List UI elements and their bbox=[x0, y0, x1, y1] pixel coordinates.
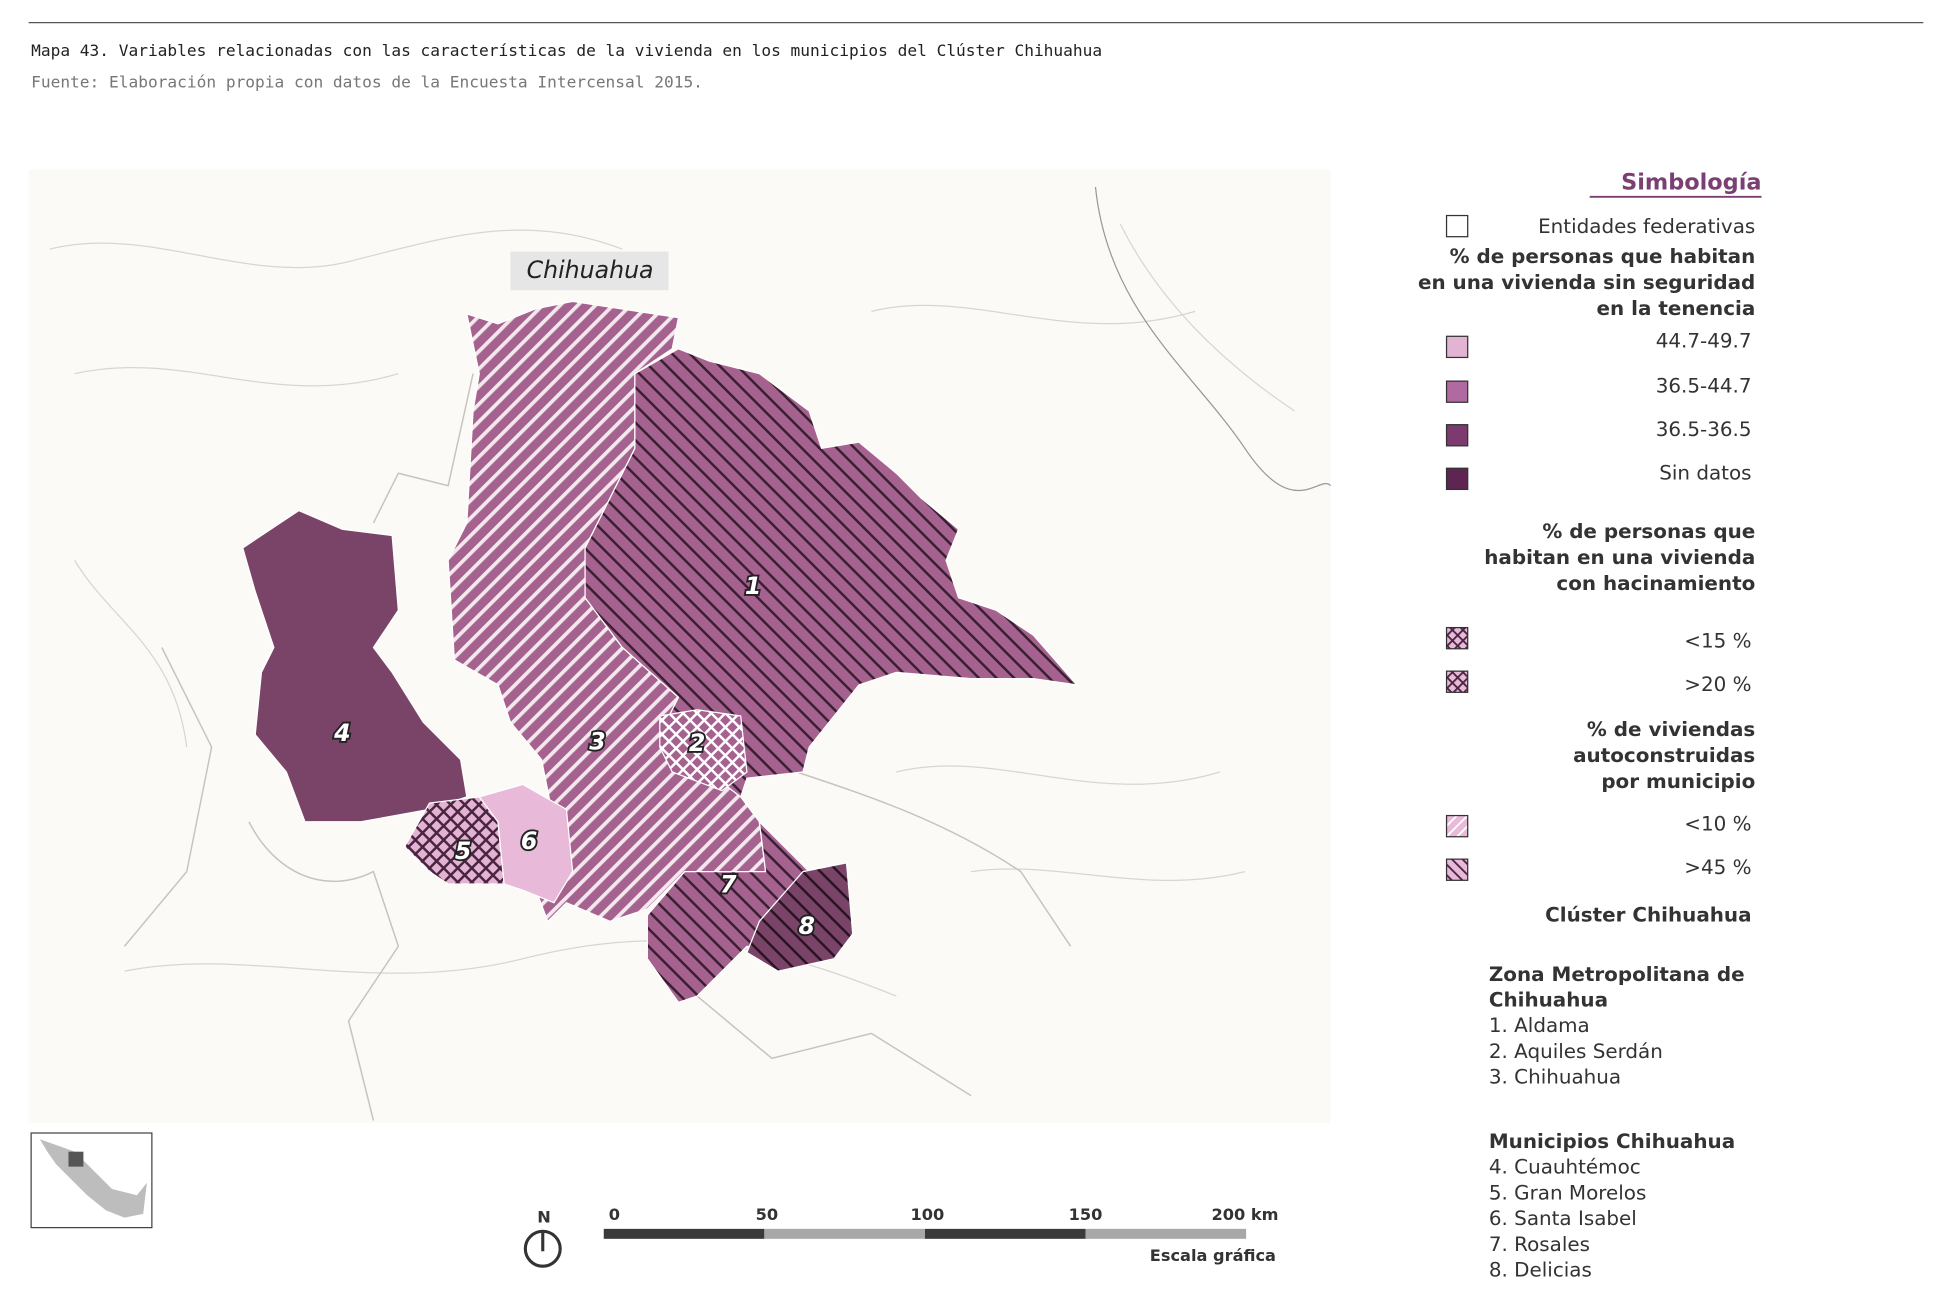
scale-tick-label: 150 bbox=[1069, 1205, 1103, 1224]
north-label: N bbox=[537, 1208, 551, 1227]
group-title: Chihuahua bbox=[1489, 989, 1608, 1012]
municipio-1 bbox=[584, 348, 1079, 798]
scale-caption: Escala gráfica bbox=[1150, 1246, 1276, 1265]
legend-entry: >45 % bbox=[1684, 856, 1751, 879]
legend-heading: en una vivienda sin seguridad bbox=[1418, 271, 1755, 294]
legend-swatch bbox=[1445, 670, 1469, 693]
scale-tick-label: 200 km bbox=[1211, 1205, 1278, 1224]
legend-heading: autoconstruidas bbox=[1573, 744, 1755, 767]
borders bbox=[123, 373, 1072, 1121]
legend-swatch bbox=[1445, 814, 1469, 838]
inset bbox=[30, 1132, 153, 1229]
region-label: 6 bbox=[521, 827, 537, 855]
group-title: Municipios Chihuahua bbox=[1489, 1130, 1735, 1153]
legend-swatch bbox=[1445, 335, 1469, 359]
legend-heading: % de personas que bbox=[1542, 520, 1755, 543]
state-label-box bbox=[510, 251, 669, 291]
legend-swatch bbox=[1445, 467, 1469, 491]
region-label: 4 bbox=[333, 719, 350, 747]
group-item: 6. Santa Isabel bbox=[1489, 1207, 1637, 1230]
state-label: Chihuahua bbox=[527, 256, 654, 284]
legend-entry: >20 % bbox=[1684, 673, 1751, 696]
legend-heading: % de viviendas bbox=[1587, 718, 1755, 741]
legend-entry: 44.7-49.7 bbox=[1656, 329, 1752, 352]
group-item: 5. Gran Morelos bbox=[1489, 1181, 1647, 1204]
municipio-6 bbox=[478, 783, 574, 904]
group-item: 8. Delicias bbox=[1489, 1259, 1592, 1282]
region-label: 3 bbox=[589, 728, 605, 756]
legend-entry: <10 % bbox=[1684, 813, 1751, 836]
map-source: Fuente: Elaboración propia con datos de … bbox=[31, 72, 703, 91]
group-item: 1. Aldama bbox=[1489, 1014, 1590, 1037]
legend-entry: 36.5-44.7 bbox=[1656, 374, 1752, 397]
scale-tick-label: 50 bbox=[756, 1205, 779, 1224]
map: Chihuahua 1 2 3 4 5 6 7 8 bbox=[28, 169, 1331, 1124]
municipio-8 bbox=[746, 862, 854, 972]
region-label: 2 bbox=[689, 729, 705, 757]
region-label: 1 bbox=[745, 572, 761, 600]
group-title: Zona Metropolitana de bbox=[1489, 963, 1745, 986]
legend-swatch bbox=[1445, 380, 1469, 403]
legend-heading: con hacinamiento bbox=[1556, 572, 1755, 595]
group-item: 2. Aquiles Serdán bbox=[1489, 1040, 1663, 1063]
region-label: 7 bbox=[720, 871, 737, 899]
legend-swatch bbox=[1445, 214, 1469, 238]
legend-entry: Sin datos bbox=[1659, 461, 1751, 484]
legend: Simbología Entidades federativas % de per… bbox=[1418, 169, 1762, 1282]
municipio-4 bbox=[242, 509, 468, 823]
region-label: 8 bbox=[798, 912, 814, 940]
legend-title: Simbología bbox=[1621, 169, 1761, 195]
group-item: 4. Cuauhtémoc bbox=[1489, 1156, 1641, 1179]
legend-heading: Clúster Chihuahua bbox=[1545, 903, 1751, 926]
legend-entry: Entidades federativas bbox=[1538, 215, 1755, 238]
group-item: 7. Rosales bbox=[1489, 1233, 1590, 1256]
legend-heading: por municipio bbox=[1601, 770, 1755, 793]
scale-tick-label: 100 bbox=[911, 1205, 945, 1224]
map-title: Mapa 43. Variables relacionadas con las … bbox=[31, 41, 1102, 60]
region-label: 5 bbox=[455, 837, 471, 865]
legend-heading: en la tenencia bbox=[1597, 297, 1756, 320]
legend-swatch bbox=[1445, 858, 1469, 881]
municipio-2 bbox=[659, 709, 748, 792]
group-item: 3. Chihuahua bbox=[1489, 1066, 1621, 1089]
legend-swatch bbox=[1445, 424, 1469, 447]
legend-heading: habitan en una vivienda bbox=[1484, 546, 1755, 569]
scale-bar: N 0 50 100 150 200 km Escala gráfica bbox=[523, 1205, 1278, 1268]
scale-tick-label: 0 bbox=[609, 1205, 620, 1224]
legend-entry: <15 % bbox=[1684, 630, 1751, 653]
legend-swatch bbox=[1445, 626, 1469, 650]
legend-entry: 36.5-36.5 bbox=[1656, 418, 1752, 441]
legend-heading: % de personas que habitan bbox=[1450, 245, 1756, 268]
